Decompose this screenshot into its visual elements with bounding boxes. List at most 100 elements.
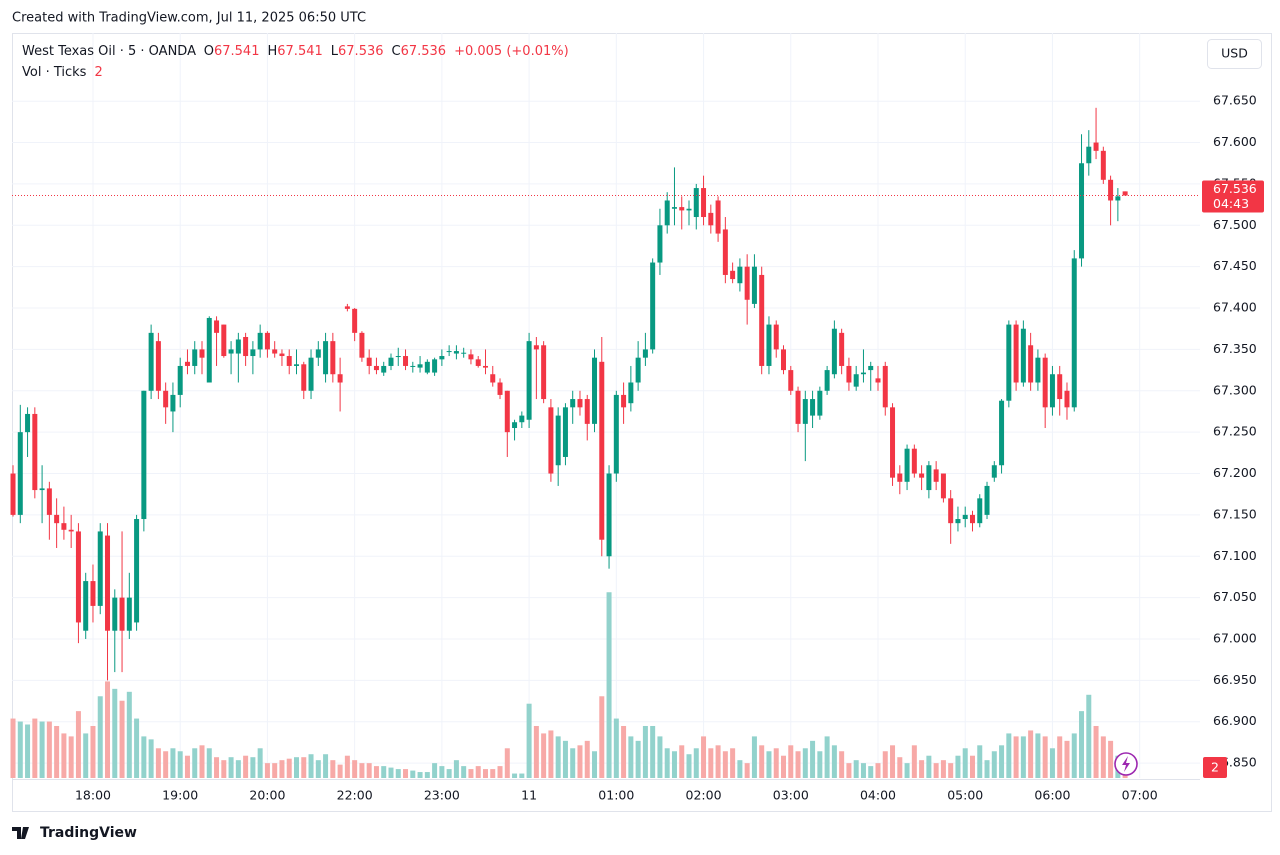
candle-body [373,365,379,371]
candle-body [693,188,699,218]
volume-bar [490,769,496,778]
candle-body [286,356,292,366]
candle-body [1093,142,1099,151]
candle-body [308,357,314,391]
volume-bar [860,763,866,778]
volume-bar [308,754,314,778]
candle-body [948,498,954,524]
last-price-badge [1202,180,1264,213]
candle-body [1049,374,1055,408]
volume-bar [1049,748,1055,778]
volume-bar [417,772,423,778]
grid [12,33,1200,778]
candle-body [621,394,627,408]
volume-bar [802,748,808,778]
candle-body [860,372,866,375]
volume-bar [875,763,881,778]
volume-bar [730,748,736,778]
y-tick-label: 66.950 [1213,672,1257,687]
volume-bar [562,740,568,778]
candle-body [54,514,60,524]
candle-body [315,349,321,358]
candle-body [512,422,518,429]
volume-bar [105,681,111,778]
candle-body [722,229,728,275]
candle-body [795,390,801,424]
volume-bar [1122,775,1128,778]
volume-bar [221,760,227,778]
volume-bars [10,592,1128,778]
volume-bar [512,773,518,778]
volume-bar [853,760,859,778]
volume-bar [315,760,321,778]
volume-bar [708,748,714,778]
candle-body [824,370,830,391]
volume-bar [293,757,299,778]
candle-body [432,359,438,373]
alert-bolt[interactable] [1122,756,1130,772]
candle-body [955,519,961,524]
volume-bar [301,757,307,778]
volume-bar [279,760,285,778]
volume-bar [1064,740,1070,778]
volume-bar [453,760,459,778]
candle-body [606,473,612,557]
candle-body [359,332,365,358]
candle-body [984,485,990,515]
footer-text: TradingView [40,825,137,841]
volume-bar [548,730,554,778]
volume-bar [97,696,103,778]
volume-bar [788,745,794,778]
volume-bar [257,748,263,778]
volume-bar [119,700,125,778]
candles [10,107,1128,681]
ohlc-value: 67.541 [277,44,323,59]
volume-bar [1071,733,1077,778]
candle-body [439,356,445,360]
ohlc-value: 67.536 [338,44,384,59]
last-price-label: 67.536 [1213,181,1257,196]
candle-body [475,359,481,366]
volume-bar [352,760,358,778]
volume-badge-label: 2 [1211,760,1219,775]
volume-bar [897,757,903,778]
candle-body [737,266,743,284]
alert-icon[interactable] [1114,752,1138,776]
candle-body [562,407,568,457]
candle-body [657,225,663,263]
y-tick-label: 67.650 [1213,93,1257,108]
candle-body [708,212,714,226]
candle-body [664,200,670,226]
volume-bar [32,718,38,778]
candle-body [395,356,401,358]
volume-bar [366,763,372,778]
currency-button[interactable] [1207,39,1262,69]
volume-bar [671,751,677,778]
y-tick-label: 67.000 [1213,630,1257,645]
candle-body [235,339,241,354]
candle-body [1064,390,1070,408]
volume-bar [846,763,852,778]
candle-body [170,394,176,412]
ohlc-key: H [267,44,277,59]
volume-bar [337,764,343,778]
y-tick-label: 66.900 [1213,713,1257,728]
candle-body [555,415,561,466]
candle-body [577,399,583,408]
candle-body [846,365,852,383]
volume-bar [497,766,503,778]
currency[interactable]: USD [1221,46,1248,61]
candle-body [388,357,394,366]
volume-bar [1028,730,1034,778]
candle-body [875,378,881,383]
volume-bar [199,745,205,778]
volume-bar [61,733,67,778]
candle-body [199,349,205,358]
candle-body [1057,374,1063,400]
candle-body [155,341,161,391]
candle-body [279,353,285,357]
volume-bar [868,766,874,778]
volume-bar [1086,694,1092,778]
candle-body [810,399,816,416]
